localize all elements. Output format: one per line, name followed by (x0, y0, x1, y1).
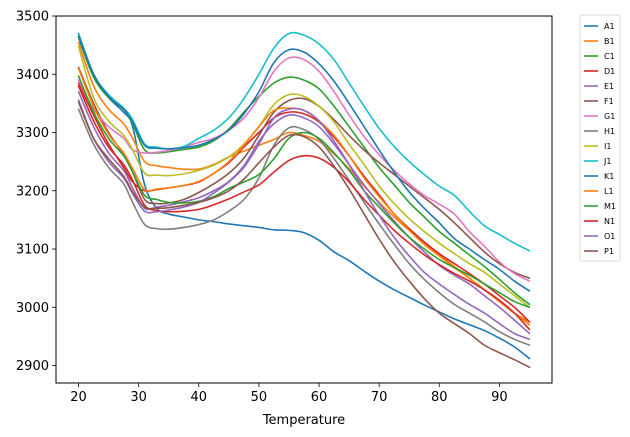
plot-frame (55, 15, 553, 384)
series-line-k1 (77, 35, 531, 292)
x-tick-label: 50 (251, 390, 268, 405)
legend-label: F1 (604, 97, 614, 106)
legend-label: M1 (604, 202, 616, 211)
series-line-i1 (77, 45, 531, 309)
series-line-n1 (77, 85, 531, 331)
series-line-a1 (77, 32, 531, 360)
series-line-j1 (77, 31, 531, 252)
legend-label: J1 (603, 157, 611, 166)
legend-label: B1 (604, 37, 615, 46)
x-tick-label: 40 (191, 390, 208, 405)
x-axis-title: Temperature (262, 413, 345, 428)
y-axis: 2900 3000 3100 3200 3300 3400 3500 (16, 10, 56, 374)
series-line-c1 (77, 36, 531, 306)
legend: A1 B1 C1 D1 E1 F1 G1 H1 I1 J1 K1 L1 M1 N1 O1 P1 (579, 14, 621, 262)
y-tick-label: 2900 (16, 359, 49, 374)
x-tick-label: 90 (491, 390, 508, 405)
legend-label: A1 (604, 22, 615, 31)
legend-label: H1 (604, 127, 615, 136)
legend-label: L1 (604, 187, 614, 196)
legend-label: K1 (604, 172, 614, 181)
series-line-f1 (77, 66, 531, 279)
legend-box (579, 14, 621, 262)
legend-label: E1 (604, 82, 614, 91)
y-tick-label: 3300 (16, 126, 49, 141)
y-tick-label: 3100 (16, 243, 49, 258)
plot-area (77, 31, 531, 369)
x-tick-label: 30 (130, 390, 147, 405)
series-line-o1 (77, 99, 531, 341)
legend-label: C1 (604, 52, 615, 61)
legend-label: N1 (604, 217, 615, 226)
x-axis: 20 30 40 50 60 70 80 90 (70, 383, 508, 405)
x-tick-label: 20 (70, 390, 87, 405)
x-tick-label: 80 (431, 390, 448, 405)
series-line-g1 (77, 56, 531, 282)
series-line-p1 (77, 101, 531, 369)
legend-label: G1 (604, 112, 615, 121)
y-tick-label: 3500 (16, 10, 49, 25)
legend-label: D1 (604, 67, 615, 76)
series-line-h1 (77, 108, 531, 346)
y-tick-label: 3400 (16, 68, 49, 83)
x-tick-label: 70 (371, 390, 388, 405)
series-line-m1 (77, 75, 531, 309)
y-tick-label: 3000 (16, 301, 49, 316)
series-line-e1 (77, 90, 531, 335)
legend-label: I1 (604, 142, 611, 151)
legend-label: O1 (604, 232, 615, 241)
legend-label: P1 (604, 247, 614, 256)
y-tick-label: 3200 (16, 184, 49, 199)
x-tick-label: 60 (311, 390, 328, 405)
